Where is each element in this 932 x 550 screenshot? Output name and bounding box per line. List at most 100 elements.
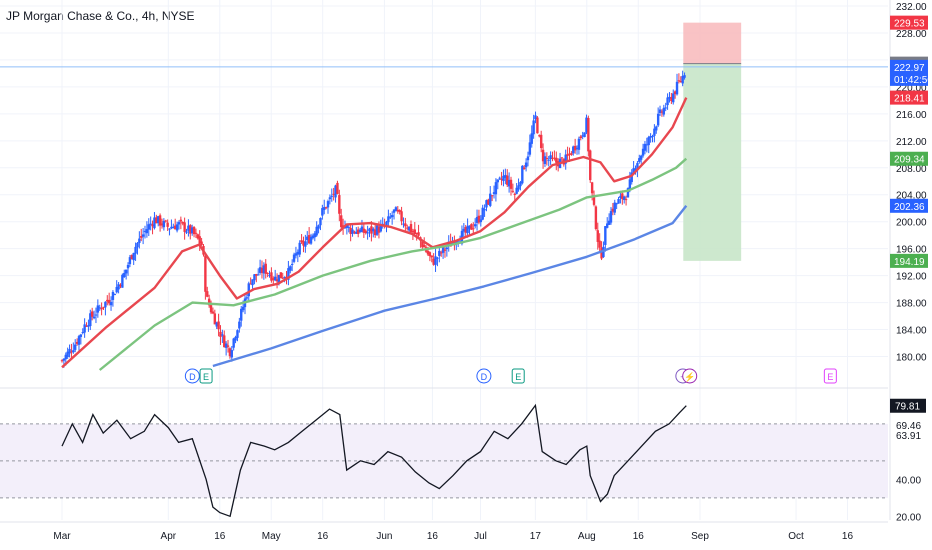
rsi-tick-label: 69.46: [896, 421, 921, 432]
candle-body: [181, 222, 184, 224]
candle-body: [415, 233, 418, 235]
candle-body: [87, 325, 90, 327]
candle-body: [313, 233, 316, 238]
candle-body: [151, 224, 154, 227]
rsi-tick-label: 40.00: [896, 475, 921, 486]
rsi-last-value: 79.81: [895, 402, 920, 413]
candle-body: [392, 209, 396, 213]
candle-body: [630, 172, 633, 183]
candle-body: [470, 224, 473, 230]
earnings-event-icon: [199, 368, 213, 384]
candle-body: [264, 263, 267, 274]
candle-body: [77, 336, 81, 345]
candle-body: [187, 225, 190, 231]
candle-body: [168, 228, 171, 230]
candle-body: [607, 220, 611, 225]
candle-body: [81, 332, 84, 334]
candle-body: [494, 182, 498, 195]
candle-body: [617, 199, 620, 204]
candle-body: [656, 113, 660, 126]
price-label-value: 218.41: [894, 94, 925, 105]
candle-body: [670, 97, 673, 102]
candle-body: [664, 107, 667, 109]
time-tick-label: May: [262, 531, 281, 542]
candle-body: [173, 225, 177, 230]
candle-body: [175, 224, 179, 231]
candle-body: [638, 158, 641, 162]
candle-body: [396, 209, 400, 212]
candle-body: [364, 230, 367, 234]
candle-body: [272, 278, 275, 280]
price-label-tag: [890, 90, 928, 105]
candle-body: [639, 155, 643, 160]
candle-body: [311, 235, 315, 239]
candle-body: [224, 343, 228, 348]
candle-body: [336, 182, 339, 194]
time-tick-label: Apr: [161, 531, 177, 542]
candle-body: [155, 217, 158, 224]
time-tick-label: 16: [842, 531, 854, 542]
candle-body: [328, 197, 332, 200]
candle-body: [83, 324, 86, 333]
candle-body: [666, 97, 669, 106]
candle-body: [485, 200, 488, 208]
candle-body: [526, 156, 530, 161]
candle-body: [132, 252, 135, 261]
candle-body: [260, 267, 264, 273]
candle-body: [251, 279, 254, 286]
candle-body: [160, 223, 164, 226]
candle-body: [153, 217, 156, 229]
candle-body: [109, 301, 113, 306]
candle-body: [245, 297, 249, 299]
candle-body: [355, 231, 358, 234]
candle-body: [273, 276, 277, 281]
candle-body: [651, 135, 654, 137]
candle-body: [679, 81, 682, 83]
candle-body: [345, 224, 349, 228]
candle-body: [579, 136, 583, 139]
price-label-tag: [890, 59, 928, 86]
candle-body: [430, 255, 433, 258]
candle-body: [268, 274, 271, 276]
price-tick-label: 184.00: [896, 326, 927, 337]
candle-body: [104, 301, 107, 308]
candle-body: [432, 258, 435, 265]
candle-body: [660, 111, 664, 113]
candle-body: [287, 268, 290, 280]
candle-body: [400, 211, 403, 222]
candle-body: [662, 107, 666, 115]
candle-body: [411, 231, 415, 233]
candle-body: [375, 225, 379, 235]
price-tick-label: 212.00: [896, 137, 927, 148]
price-label-value: 229.53: [894, 19, 925, 30]
candle-body: [498, 177, 501, 179]
candle-body: [296, 251, 300, 255]
candle-body: [443, 249, 447, 251]
candle-body: [172, 226, 175, 229]
price-tick-label: 228.00: [896, 29, 927, 40]
candle-body: [573, 145, 577, 151]
candle-body: [92, 316, 96, 319]
candle-body: [162, 220, 166, 228]
candle-body: [538, 135, 541, 137]
candle-body: [62, 358, 66, 361]
rsi-line: [61, 403, 687, 518]
candle-body: [190, 227, 194, 234]
candle-body: [502, 175, 505, 181]
candle-body: [583, 132, 586, 138]
candle-body: [564, 154, 567, 164]
candle-body: [106, 299, 109, 302]
candle-body: [351, 229, 354, 234]
candle-body: [681, 75, 684, 84]
candle-body: [624, 199, 628, 201]
time-tick-label: 16: [317, 531, 329, 542]
candle-body: [192, 227, 196, 235]
price-tick-label: 196.00: [896, 245, 927, 256]
price-tick-label: 192.00: [896, 272, 927, 283]
candle-body: [257, 274, 260, 276]
candle-body: [407, 226, 411, 231]
candle-body: [358, 229, 362, 232]
candle-body: [277, 274, 281, 284]
